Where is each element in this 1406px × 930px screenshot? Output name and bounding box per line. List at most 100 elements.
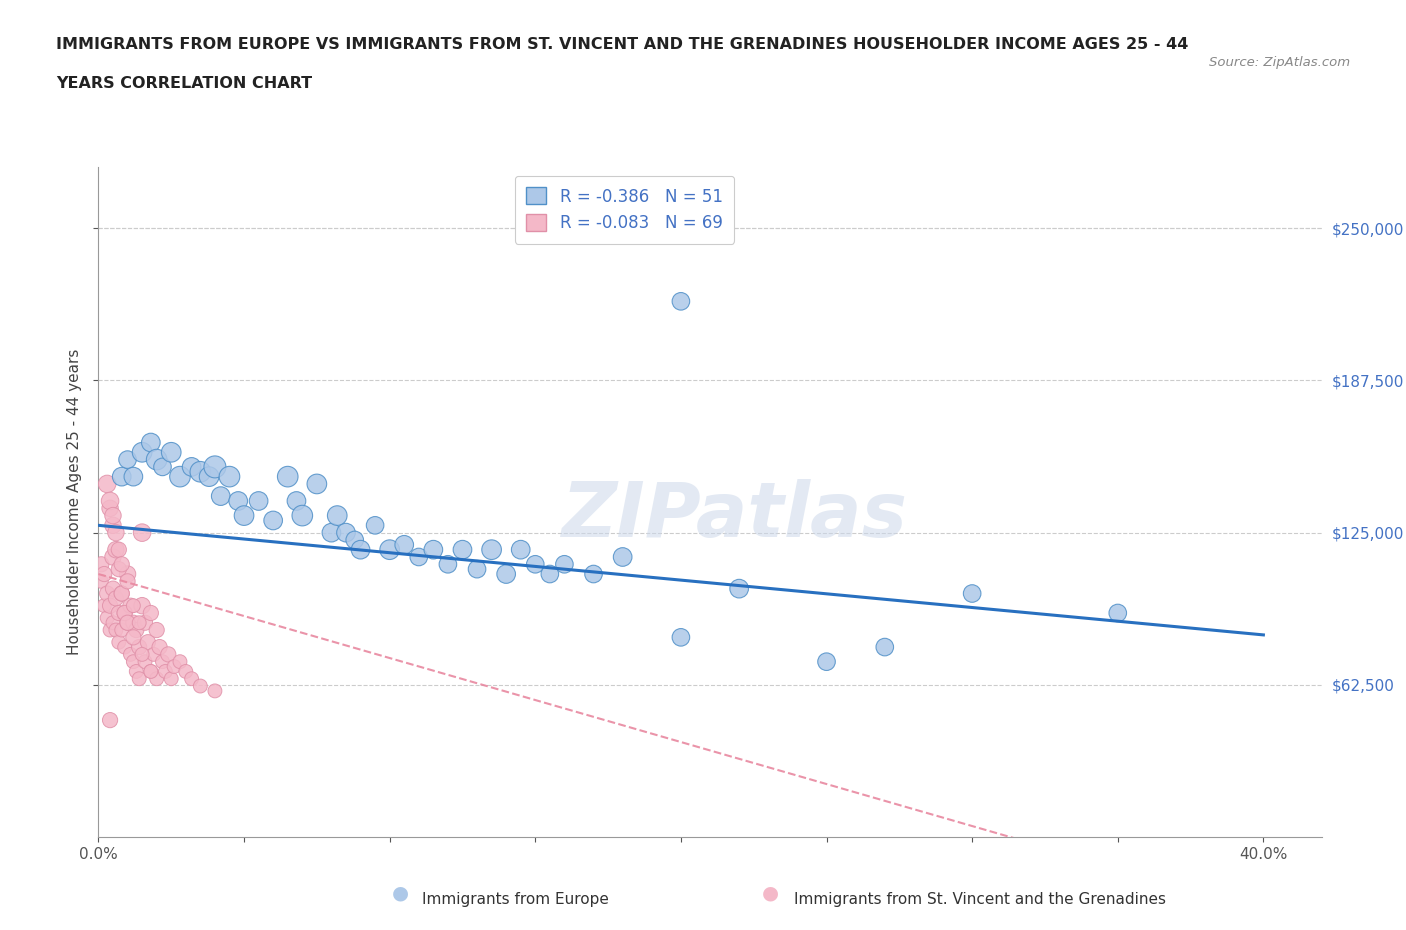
Point — [108, 562, 131, 577]
Point — [169, 654, 191, 669]
Point — [93, 598, 115, 613]
Point — [155, 664, 177, 679]
Text: ●: ● — [392, 884, 409, 902]
Point — [960, 586, 983, 601]
Point — [198, 470, 221, 485]
Point — [326, 508, 349, 523]
Point — [392, 538, 416, 552]
Point — [114, 640, 136, 655]
Point — [101, 518, 124, 533]
Point — [122, 654, 145, 669]
Point — [101, 581, 124, 596]
Point — [122, 470, 145, 485]
Point — [90, 557, 112, 572]
Point — [98, 494, 121, 509]
Point — [145, 671, 167, 686]
Point — [117, 566, 139, 581]
Point — [509, 542, 531, 557]
Point — [262, 513, 284, 528]
Point — [169, 470, 191, 485]
Y-axis label: Householder Income Ages 25 - 44 years: Householder Income Ages 25 - 44 years — [67, 349, 83, 656]
Point — [669, 630, 692, 644]
Point — [98, 712, 121, 727]
Point — [111, 557, 134, 572]
Point — [495, 566, 517, 581]
Point — [139, 435, 162, 450]
Point — [437, 557, 460, 572]
Point — [93, 566, 115, 581]
Point — [101, 550, 124, 565]
Point — [117, 574, 139, 589]
Point — [90, 574, 112, 589]
Point — [98, 501, 121, 516]
Point — [152, 654, 174, 669]
Point — [188, 464, 212, 479]
Point — [128, 616, 150, 631]
Point — [204, 684, 226, 698]
Point — [481, 542, 503, 557]
Point — [96, 610, 118, 625]
Point — [1107, 605, 1129, 620]
Text: ZIPatlas: ZIPatlas — [561, 479, 907, 552]
Point — [96, 586, 118, 601]
Point — [128, 671, 150, 686]
Point — [111, 622, 134, 637]
Point — [142, 647, 165, 662]
Point — [582, 566, 605, 581]
Point — [188, 679, 212, 694]
Point — [204, 459, 226, 474]
Point — [157, 647, 180, 662]
Point — [174, 664, 197, 679]
Text: Immigrants from Europe: Immigrants from Europe — [422, 892, 609, 907]
Point — [136, 635, 159, 650]
Point — [247, 494, 270, 509]
Point — [131, 598, 153, 613]
Point — [612, 550, 634, 565]
Point — [209, 488, 232, 503]
Text: ●: ● — [762, 884, 779, 902]
Point — [108, 542, 131, 557]
Point — [125, 664, 148, 679]
Point — [218, 470, 240, 485]
Point — [291, 508, 314, 523]
Point — [117, 452, 139, 467]
Point — [139, 664, 162, 679]
Point — [104, 591, 127, 605]
Point — [451, 542, 474, 557]
Point — [343, 533, 366, 548]
Point — [378, 542, 401, 557]
Point — [111, 470, 134, 485]
Point — [669, 294, 692, 309]
Point — [122, 616, 145, 631]
Point — [873, 640, 896, 655]
Point — [139, 664, 162, 679]
Point — [815, 654, 838, 669]
Point — [125, 622, 148, 637]
Point — [98, 598, 121, 613]
Point — [160, 445, 183, 459]
Point — [104, 622, 127, 637]
Text: Immigrants from St. Vincent and the Grenadines: Immigrants from St. Vincent and the Gren… — [794, 892, 1167, 907]
Point — [277, 470, 299, 485]
Point — [117, 616, 139, 631]
Point — [108, 605, 131, 620]
Point — [122, 630, 145, 644]
Point — [233, 508, 256, 523]
Text: YEARS CORRELATION CHART: YEARS CORRELATION CHART — [56, 76, 312, 91]
Point — [131, 445, 153, 459]
Point — [180, 671, 202, 686]
Point — [321, 525, 343, 540]
Point — [122, 598, 145, 613]
Point — [139, 605, 162, 620]
Legend: R = -0.386   N = 51, R = -0.083   N = 69: R = -0.386 N = 51, R = -0.083 N = 69 — [515, 176, 734, 244]
Point — [524, 557, 547, 572]
Point — [160, 671, 183, 686]
Point — [114, 605, 136, 620]
Point — [163, 659, 186, 674]
Point — [104, 542, 127, 557]
Point — [145, 622, 167, 637]
Point — [128, 640, 150, 655]
Point — [98, 622, 121, 637]
Point — [101, 616, 124, 631]
Point — [349, 542, 371, 557]
